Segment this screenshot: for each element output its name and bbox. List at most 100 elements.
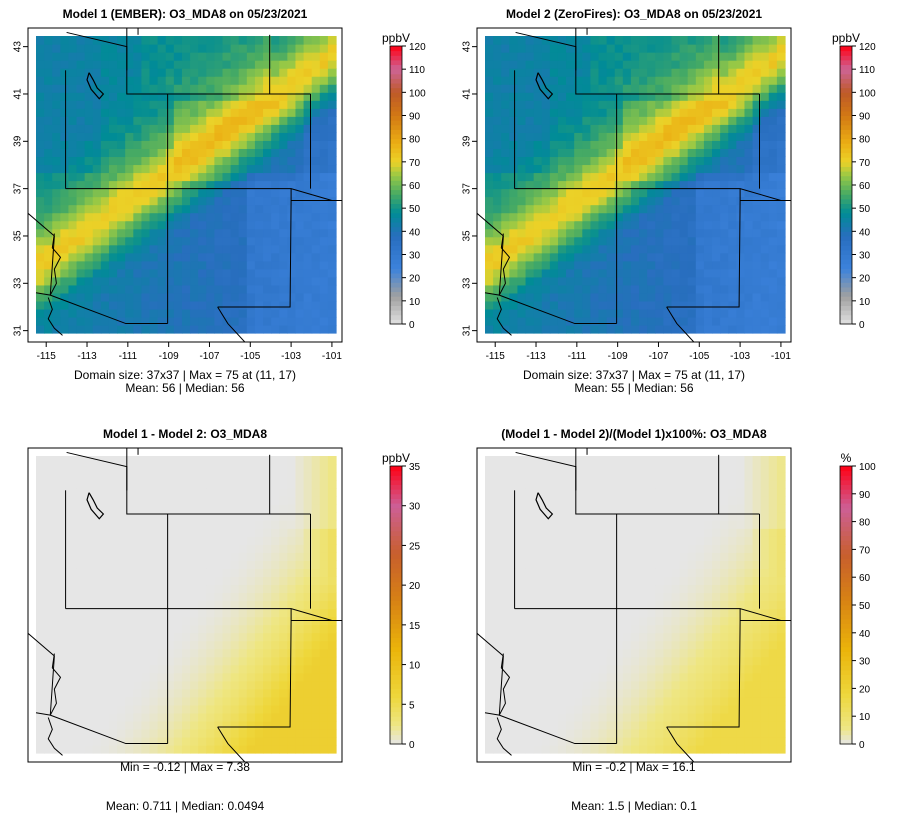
heatmap-cell: [271, 300, 280, 310]
heatmap-cell: [173, 688, 183, 698]
heatmap-cell: [60, 528, 70, 537]
heatmap-cell: [76, 576, 86, 586]
heatmap-cell: [647, 68, 656, 77]
heatmap-cell: [303, 640, 313, 650]
colorbar-tick-label: 80: [859, 135, 871, 146]
colorbar-segment: [390, 92, 402, 98]
heatmap-cell: [574, 92, 583, 101]
heatmap-cell: [246, 252, 256, 262]
heatmap-cell: [173, 60, 183, 69]
heatmap-cell: [311, 672, 321, 682]
heatmap-cell: [76, 560, 86, 569]
heatmap-cell: [60, 520, 70, 529]
heatmap-cell: [36, 736, 45, 746]
heatmap-cell: [574, 44, 583, 53]
heatmap-cell: [485, 648, 494, 658]
heatmap-cell: [549, 116, 559, 125]
heatmap-cell: [712, 728, 721, 738]
heatmap-cell: [222, 188, 232, 198]
heatmap-cell: [263, 592, 272, 602]
heatmap-cell: [222, 480, 232, 489]
heatmap-cell: [36, 108, 45, 117]
heatmap-cell: [736, 308, 746, 318]
heatmap-cell: [254, 696, 264, 706]
heatmap-cell: [108, 464, 118, 473]
heatmap-cell: [295, 696, 305, 706]
heatmap-cell: [214, 220, 224, 230]
heatmap-cell: [533, 728, 543, 738]
colorbar-segment: [840, 222, 852, 228]
heatmap-cell: [720, 196, 729, 206]
heatmap-cell: [279, 696, 288, 706]
heatmap-cell: [695, 84, 705, 93]
heatmap-cell: [311, 244, 321, 254]
colorbar-segment: [390, 632, 402, 638]
heatmap-cell: [263, 36, 272, 45]
heatmap-cell: [254, 212, 264, 222]
heatmap-cell: [271, 140, 280, 149]
heatmap-cell: [574, 656, 583, 666]
heatmap-cell: [149, 600, 159, 610]
heatmap-cell: [614, 76, 624, 85]
heatmap-cell: [557, 36, 567, 45]
heatmap-cell: [663, 308, 673, 318]
heatmap-cell: [319, 132, 329, 141]
heatmap-cell: [165, 148, 175, 158]
heatmap-cell: [485, 292, 494, 302]
heatmap-cell: [728, 212, 737, 222]
heatmap-cell: [557, 172, 567, 182]
heatmap-cell: [655, 324, 664, 334]
colorbar-tick-label: 30: [409, 251, 421, 262]
heatmap-cell: [230, 52, 240, 61]
heatmap-cell: [206, 472, 215, 481]
heatmap-cell: [181, 164, 191, 174]
y-tick-label: 37: [462, 183, 473, 195]
heatmap-cell: [303, 680, 313, 690]
heatmap-cell: [44, 736, 53, 746]
heatmap-cell: [100, 292, 110, 302]
heatmap-cell: [574, 76, 583, 85]
heatmap-cell: [557, 180, 567, 190]
heatmap-cell: [485, 188, 494, 198]
heatmap-cell: [327, 720, 337, 730]
heatmap-cell: [582, 108, 592, 117]
heatmap-cell: [622, 260, 632, 270]
heatmap-cell: [190, 560, 199, 569]
colorbar-segment: [390, 720, 402, 726]
heatmap-cell: [254, 672, 264, 682]
heatmap-cell: [663, 92, 673, 101]
heatmap-cell: [295, 300, 305, 310]
heatmap-cell: [254, 632, 264, 642]
heatmap-cell: [157, 704, 167, 714]
heatmap-cell: [206, 640, 215, 650]
heatmap-cell: [133, 456, 143, 465]
heatmap-cell: [92, 228, 102, 238]
heatmap-cell: [501, 52, 510, 61]
heatmap-cell: [517, 164, 527, 174]
heatmap-cell: [271, 252, 280, 262]
heatmap-cell: [687, 60, 697, 69]
heatmap-cell: [485, 268, 494, 278]
heatmap-cell: [84, 488, 94, 497]
heatmap-cell: [736, 696, 746, 706]
heatmap-cell: [557, 244, 567, 254]
colorbar-segment: [390, 55, 402, 61]
heatmap-cell: [198, 244, 207, 254]
heatmap-cell: [190, 504, 199, 513]
heatmap-cell: [76, 536, 86, 545]
heatmap-cell: [214, 68, 224, 77]
heatmap-cell: [181, 488, 191, 497]
heatmap-cell: [117, 688, 126, 698]
heatmap-cell: [728, 228, 737, 238]
heatmap-cell: [647, 108, 656, 117]
heatmap-cell: [254, 608, 264, 618]
heatmap-cell: [92, 720, 102, 730]
heatmap-cell: [655, 720, 664, 730]
heatmap-cell: [720, 704, 729, 714]
heatmap-cell: [230, 140, 240, 149]
heatmap-cell: [319, 608, 329, 618]
heatmap-cell: [639, 316, 648, 326]
heatmap-cell: [622, 680, 632, 690]
heatmap-cell: [125, 592, 134, 602]
